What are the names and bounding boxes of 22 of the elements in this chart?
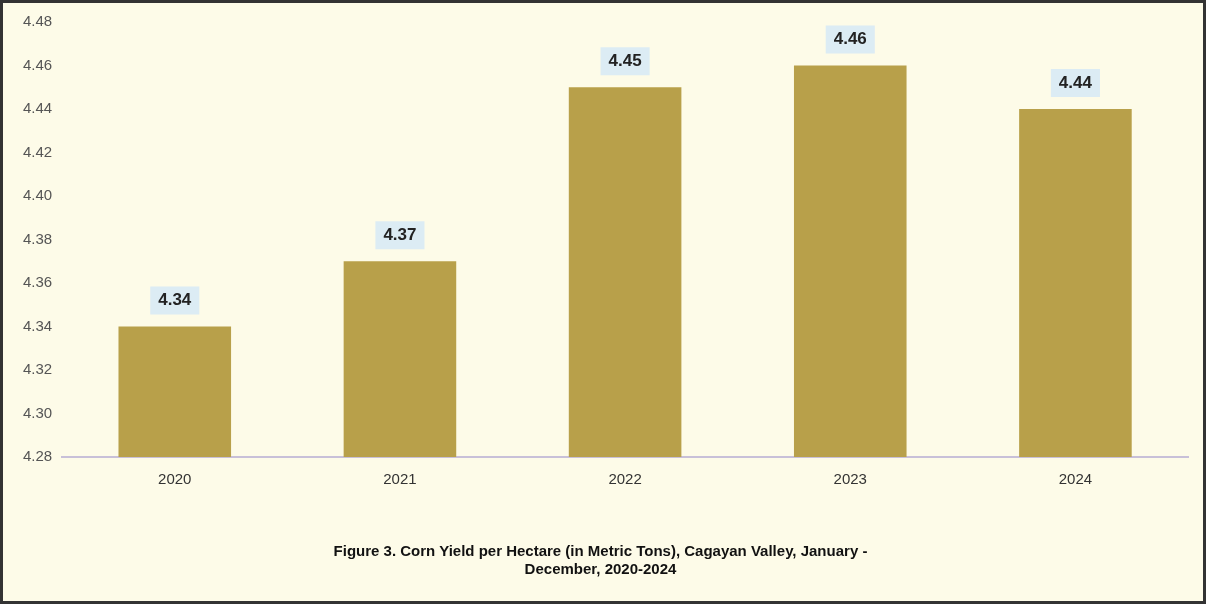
data-label: 4.44 <box>1058 72 1093 92</box>
y-tick-label: 4.42 <box>22 142 53 160</box>
x-tick-label: 2021 <box>383 470 417 488</box>
y-tick-label: 4.36 <box>22 273 53 291</box>
y-tick-label: 4.28 <box>22 447 53 465</box>
data-label: 4.37 <box>383 224 417 244</box>
data-label: 4.45 <box>608 50 642 70</box>
x-tick-label: 2020 <box>158 470 192 488</box>
y-tick-label: 4.38 <box>22 229 53 247</box>
data-label: 4.34 <box>158 290 192 310</box>
x-tick-label: 2023 <box>833 470 867 488</box>
y-tick-label: 4.30 <box>22 403 53 421</box>
x-tick-label: 2024 <box>1058 470 1093 488</box>
y-tick-label: 4.44 <box>22 99 53 117</box>
y-tick-label: 4.48 <box>22 12 53 30</box>
y-tick-label: 4.40 <box>22 186 53 204</box>
text: Figure 3. Corn Yield per Hectare (in Metric Tons), Cagayan Valley, January - December, 2020-2024 <box>333 542 868 578</box>
x-tick-label: 2022 <box>608 470 642 488</box>
data-label: 4.46 <box>833 29 867 49</box>
y-tick-label: 4.32 <box>22 360 53 378</box>
y-tick-label: 4.34 <box>22 316 53 334</box>
y-tick-label: 4.46 <box>22 55 53 73</box>
